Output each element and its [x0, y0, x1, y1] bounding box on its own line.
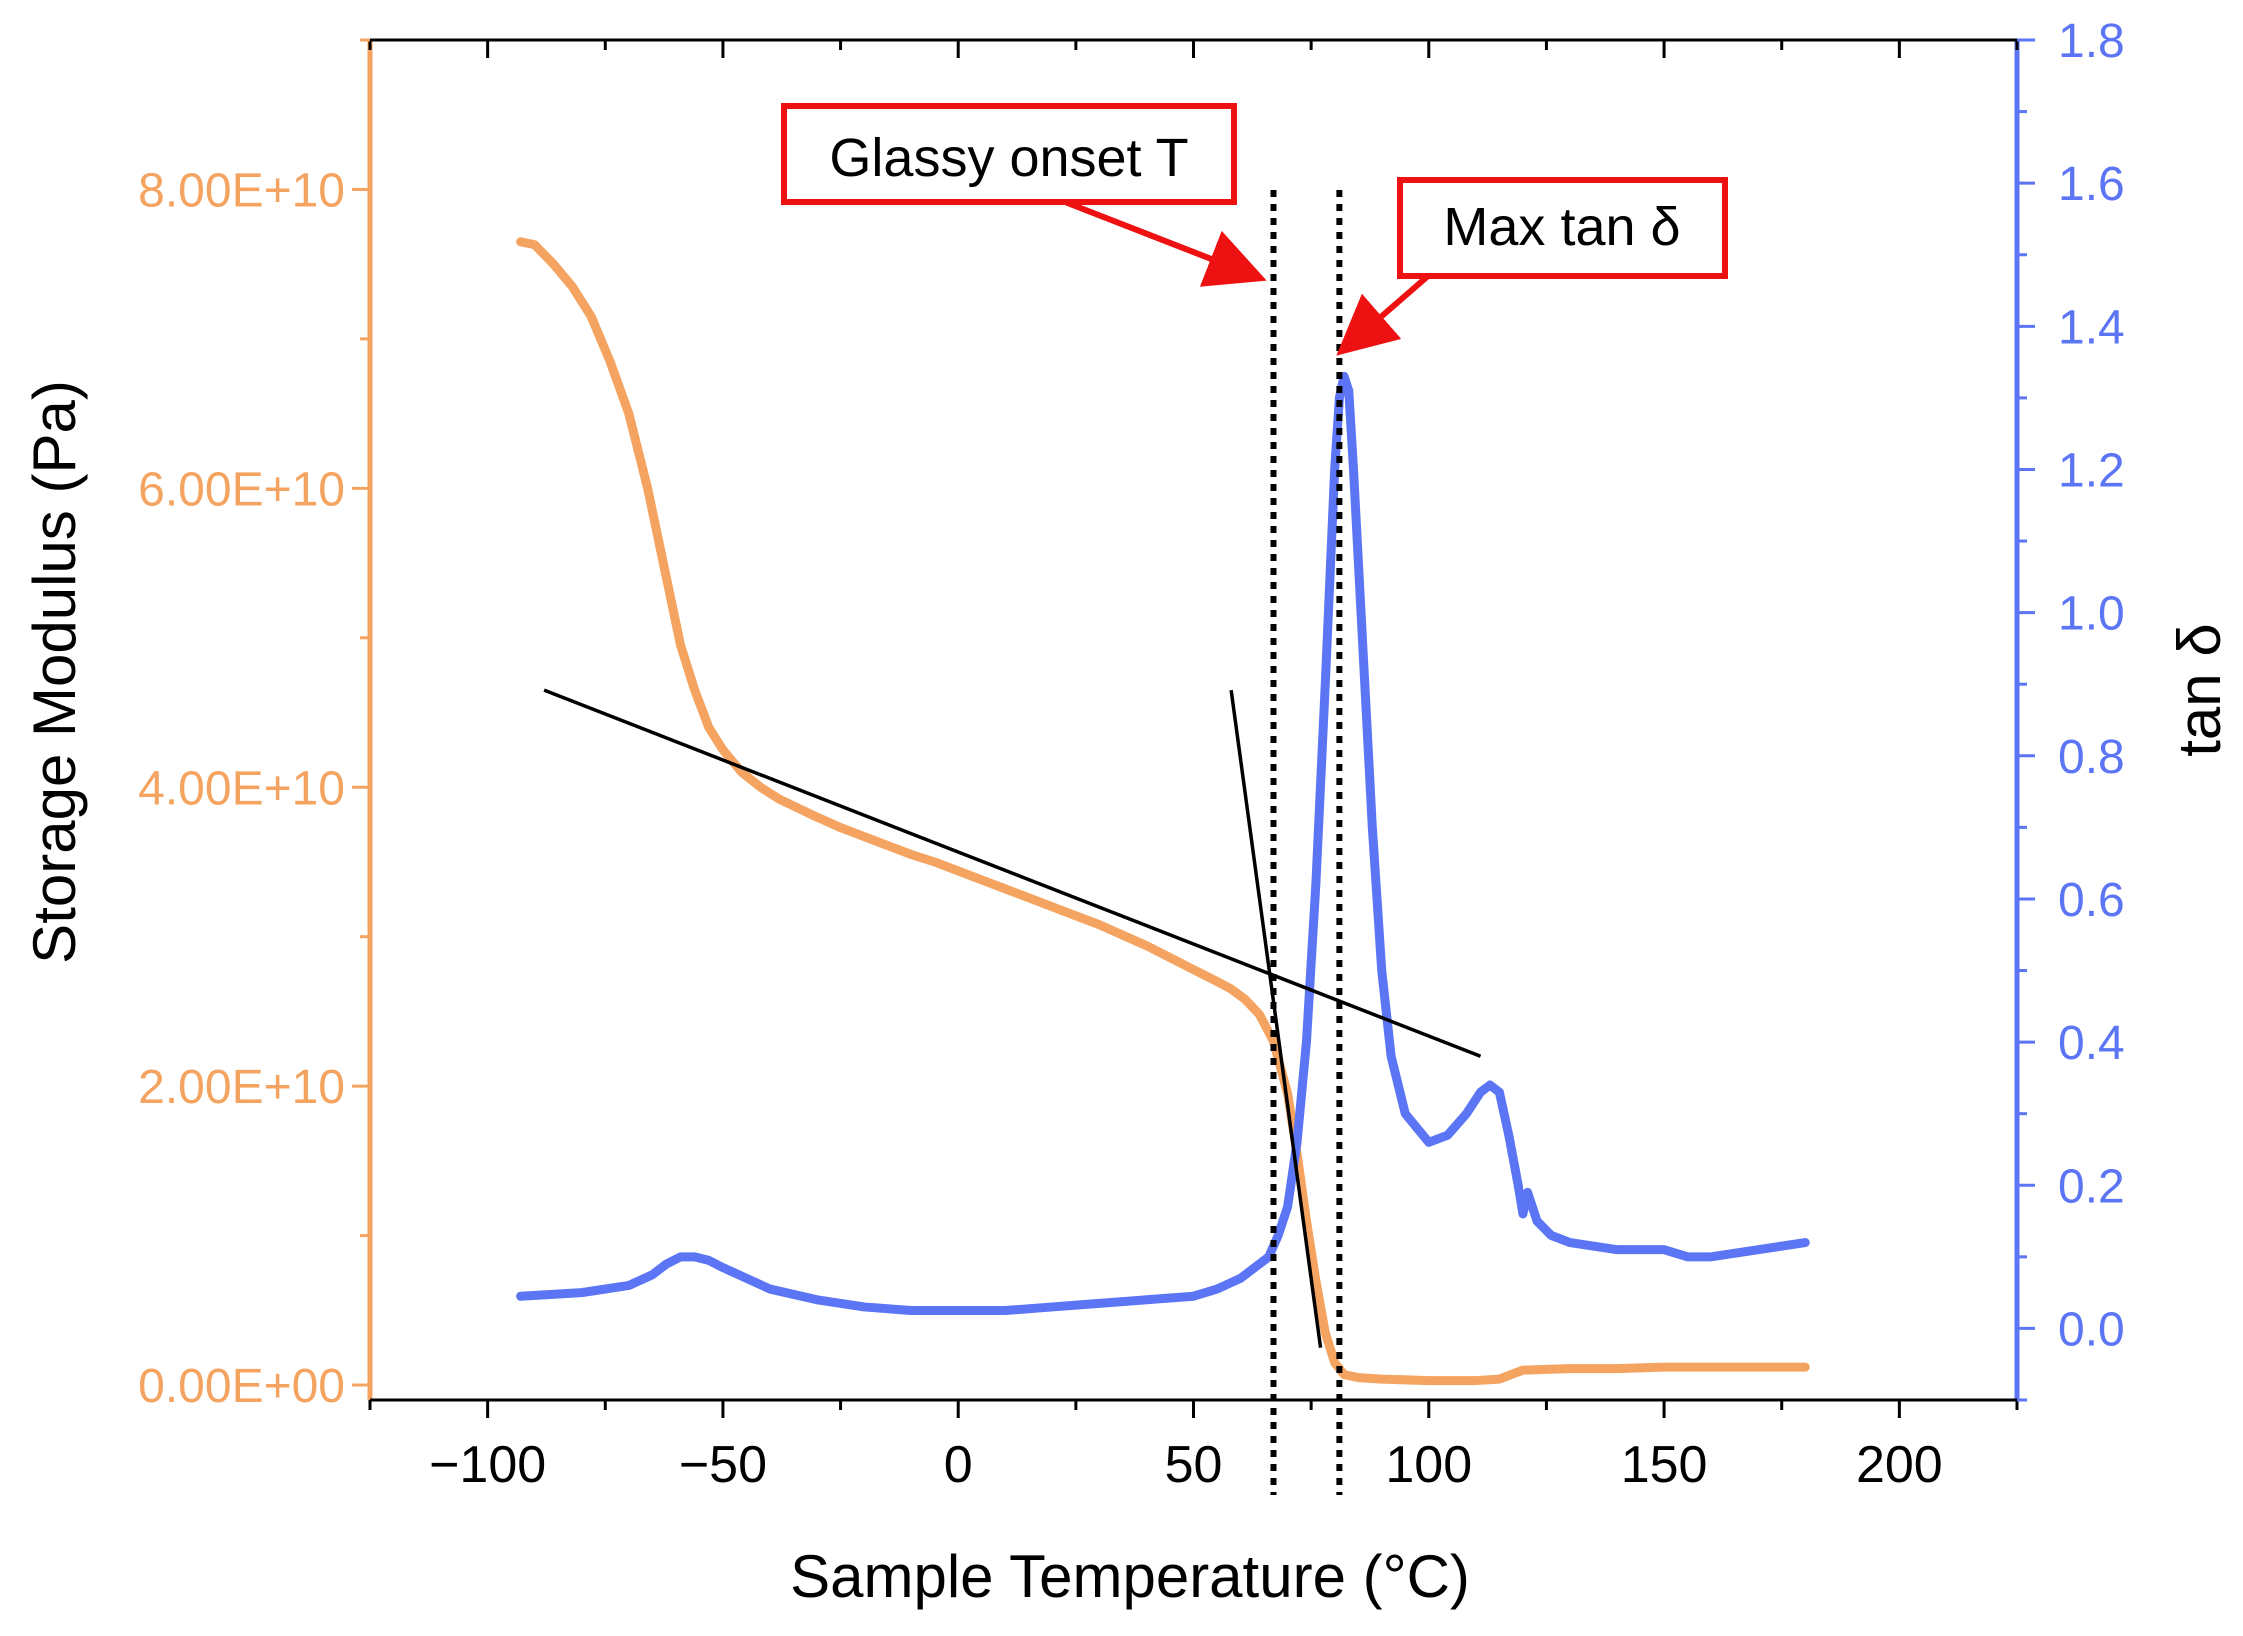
- x-axis-title: Sample Temperature (°C): [790, 1543, 1470, 1610]
- max-tan-delta-box: [1397, 177, 1728, 279]
- glassy-onset-label: Glassy onset T: [829, 128, 1188, 188]
- y-right-tick-label: 1.8: [2058, 15, 2125, 68]
- max-tan-delta-arrow: [1336, 273, 1430, 356]
- y-right-tick-label: 1.2: [2058, 444, 2125, 497]
- y-right-tick-label: 0.0: [2058, 1303, 2125, 1356]
- x-tick-label: 50: [1165, 1436, 1223, 1494]
- x-tick-label: 200: [1856, 1436, 1943, 1494]
- y-right-tick-label: 0.6: [2058, 874, 2125, 927]
- x-tick-label: 0: [944, 1436, 973, 1494]
- x-tick-label: −100: [429, 1436, 546, 1494]
- x-tick-label: 100: [1385, 1436, 1472, 1494]
- y-right-tick-label: 1.4: [2058, 301, 2125, 354]
- storage-modulus-line: [516, 237, 1810, 1386]
- x-tick-label: 150: [1621, 1436, 1708, 1494]
- y-right-tick-label: 1.6: [2058, 158, 2125, 211]
- tick-group: −100 −50 0 50 100 150 200 0.00E+00 2.00E+10 4.00E…: [138, 15, 2125, 1494]
- x-tick-label: −50: [679, 1436, 767, 1494]
- glassy-region-tangent: [543, 688, 1482, 1058]
- y-axis-right-title: tan δ: [2166, 623, 2233, 756]
- y-left-tick-label: 6.00E+10: [138, 463, 345, 516]
- y-left-tick-label: 2.00E+10: [138, 1061, 345, 1114]
- y-left-tick-label: 8.00E+10: [138, 164, 345, 217]
- glassy-onset-arrow: [1063, 199, 1267, 287]
- y-right-tick-label: 0.8: [2058, 731, 2125, 784]
- y-axis-left-title: Storage Modulus (Pa): [21, 380, 88, 964]
- y-right-tick-label: 0.2: [2058, 1160, 2125, 1213]
- y-right-tick-label: 1.0: [2058, 588, 2125, 641]
- y-left-tick-label: 0.00E+00: [138, 1360, 345, 1413]
- tan-delta-line: [516, 371, 1810, 1316]
- y-right-tick-label: 0.4: [2058, 1017, 2125, 1070]
- glassy-onset-box: [781, 103, 1237, 205]
- max-tan-delta-label: Max tan δ: [1443, 197, 1680, 257]
- y-left-tick-label: 4.00E+10: [138, 762, 345, 815]
